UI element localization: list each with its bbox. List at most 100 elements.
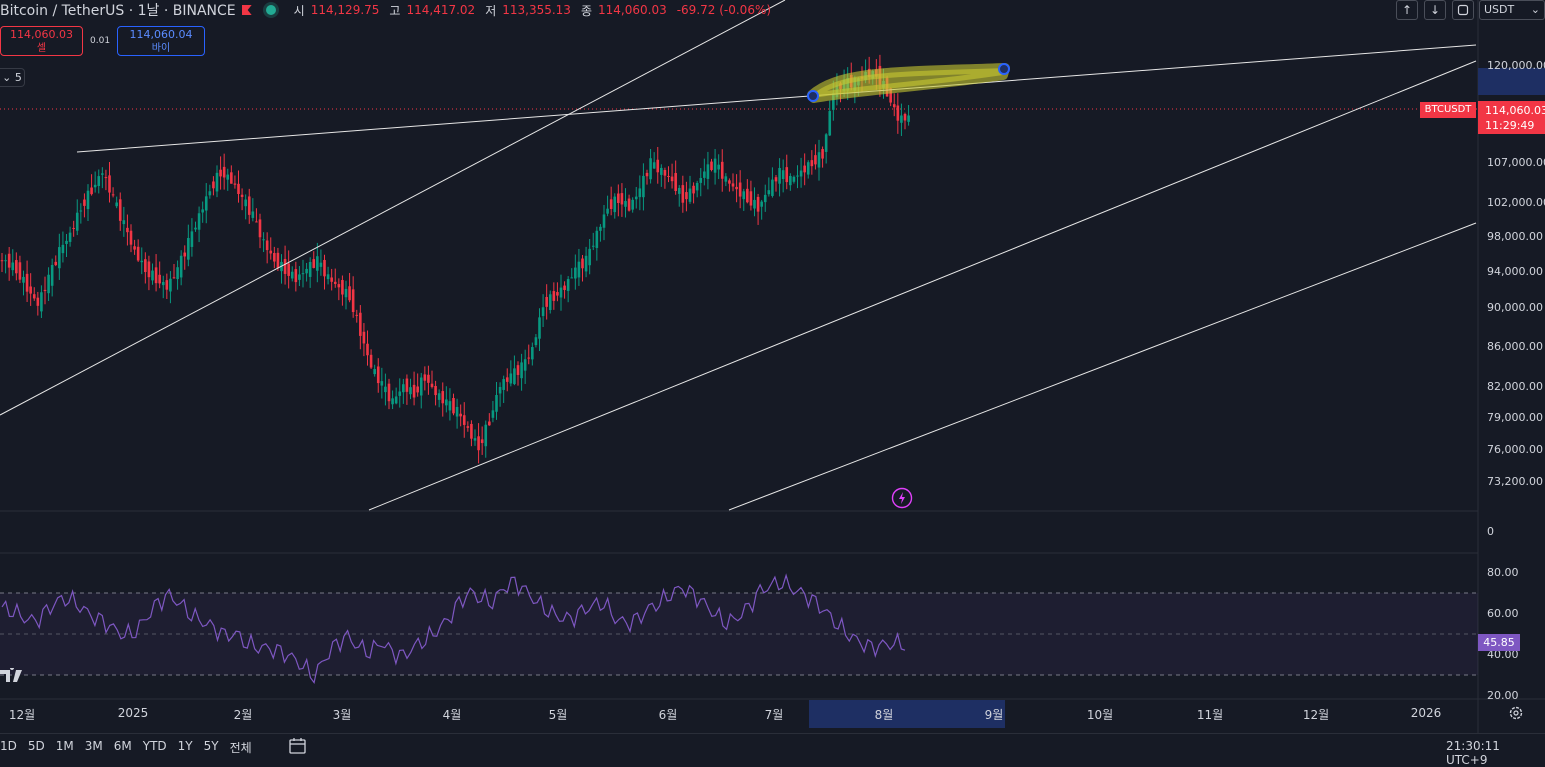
sell-button[interactable]: 114,060.03 셀: [0, 26, 83, 56]
candle-body: [391, 398, 394, 405]
candle-body: [806, 162, 810, 175]
candle-body: [144, 259, 147, 273]
candle-body: [642, 175, 645, 198]
candle-body: [531, 347, 534, 360]
candle-body: [677, 187, 681, 194]
candle-body: [176, 267, 179, 280]
range-1m[interactable]: 1M: [55, 739, 74, 753]
lightning-icon[interactable]: [891, 487, 913, 509]
range-ytd[interactable]: YTD: [142, 739, 167, 753]
calendar-icon[interactable]: [288, 737, 308, 755]
candle-body: [169, 278, 172, 292]
range-3m[interactable]: 3M: [84, 739, 103, 753]
range-1d[interactable]: 1D: [0, 739, 17, 753]
candle-body: [212, 181, 215, 189]
candle-body: [814, 155, 817, 165]
candle-body: [247, 196, 251, 215]
channel-lower-line[interactable]: [728, 222, 1477, 511]
rsi-label: 60.00: [1487, 607, 1519, 620]
candle-body: [685, 192, 688, 200]
candle-body: [337, 284, 341, 288]
symbol-title[interactable]: Bitcoin / TetherUS · 1날 · BINANCE: [0, 3, 236, 19]
currency-select[interactable]: USDT ⌄: [1479, 0, 1545, 20]
scroll-up-button[interactable]: ↑: [1396, 0, 1418, 20]
candle-body: [688, 188, 692, 202]
candle-body: [115, 202, 118, 207]
range-5d[interactable]: 5D: [27, 739, 45, 753]
clock[interactable]: 21:30:11 UTC+9: [1446, 739, 1500, 767]
range-5y[interactable]: 5Y: [203, 739, 219, 753]
candle-body: [541, 307, 545, 317]
candle-body: [470, 423, 473, 439]
candle-body: [133, 246, 136, 250]
candle-body: [402, 384, 405, 393]
buy-label: 바이: [151, 43, 171, 54]
candle-body: [810, 160, 814, 167]
candle-body: [617, 193, 620, 203]
candle-body: [233, 183, 237, 185]
candle-body: [265, 240, 269, 251]
candle-body: [298, 274, 301, 280]
candle-body: [351, 289, 355, 313]
price-label: 102,000.00: [1487, 196, 1545, 209]
candle-body: [480, 439, 484, 444]
time-label: 12월: [1302, 708, 1330, 722]
candle-body: [244, 199, 247, 207]
candle-body: [434, 385, 437, 396]
candle-body: [111, 194, 115, 196]
candle-body: [251, 211, 255, 218]
candle-body: [670, 176, 674, 182]
candle-body: [548, 294, 552, 311]
candle-body: [61, 244, 65, 254]
candle-body: [290, 271, 294, 279]
candle-body: [717, 164, 720, 170]
rsi-label: 20.00: [1487, 689, 1519, 702]
indicators-toggle[interactable]: ⌄ 5: [0, 68, 25, 87]
candle-body: [828, 111, 832, 136]
candle-body: [419, 377, 423, 396]
buy-button[interactable]: 114,060.04 바이: [117, 26, 205, 56]
scroll-down-button[interactable]: ↓: [1424, 0, 1446, 20]
market-status-icon[interactable]: [265, 5, 276, 15]
price-label: 79,000.00: [1487, 411, 1543, 424]
candle-body: [183, 252, 187, 257]
candle-body: [97, 176, 101, 186]
candle-body: [416, 386, 419, 393]
time-label: 12월: [8, 708, 36, 722]
candle-body: [652, 162, 656, 169]
candle-body: [907, 115, 910, 122]
candle-body: [674, 173, 677, 192]
tradingview-logo-icon[interactable]: [0, 666, 30, 689]
candle-body: [262, 239, 265, 241]
candle-body: [47, 274, 50, 294]
channel-upper-line[interactable]: [368, 60, 1477, 511]
trendline-steep[interactable]: [0, 0, 786, 416]
flag-icon[interactable]: [241, 5, 252, 15]
settings-gear-icon[interactable]: [1508, 705, 1524, 721]
candle-body: [477, 436, 480, 451]
time-label: 10월: [1086, 708, 1114, 722]
fullscreen-button[interactable]: [1452, 0, 1474, 20]
trendline-resistance[interactable]: [76, 44, 1477, 153]
highlighter-drawing[interactable]: [807, 63, 1010, 103]
candle-body: [201, 209, 204, 213]
candle-body: [140, 260, 144, 263]
time-label: 5월: [548, 708, 568, 722]
candle-body: [631, 199, 634, 210]
range-6m[interactable]: 6M: [113, 739, 132, 753]
drawing-handle-right[interactable]: [998, 63, 1010, 75]
candle-body: [394, 396, 398, 404]
candle-body: [713, 158, 717, 173]
candle-body: [409, 387, 412, 395]
candle-body: [305, 268, 308, 274]
price-axis-selection: [1478, 68, 1545, 95]
candle-body: [509, 373, 513, 384]
candle-body: [602, 214, 606, 228]
candle-body: [32, 294, 36, 299]
drawing-handle-left[interactable]: [807, 90, 819, 102]
candle-body: [695, 182, 699, 191]
range-all[interactable]: 전체: [229, 741, 252, 755]
time-label: 11월: [1196, 708, 1224, 722]
range-1y[interactable]: 1Y: [177, 739, 193, 753]
